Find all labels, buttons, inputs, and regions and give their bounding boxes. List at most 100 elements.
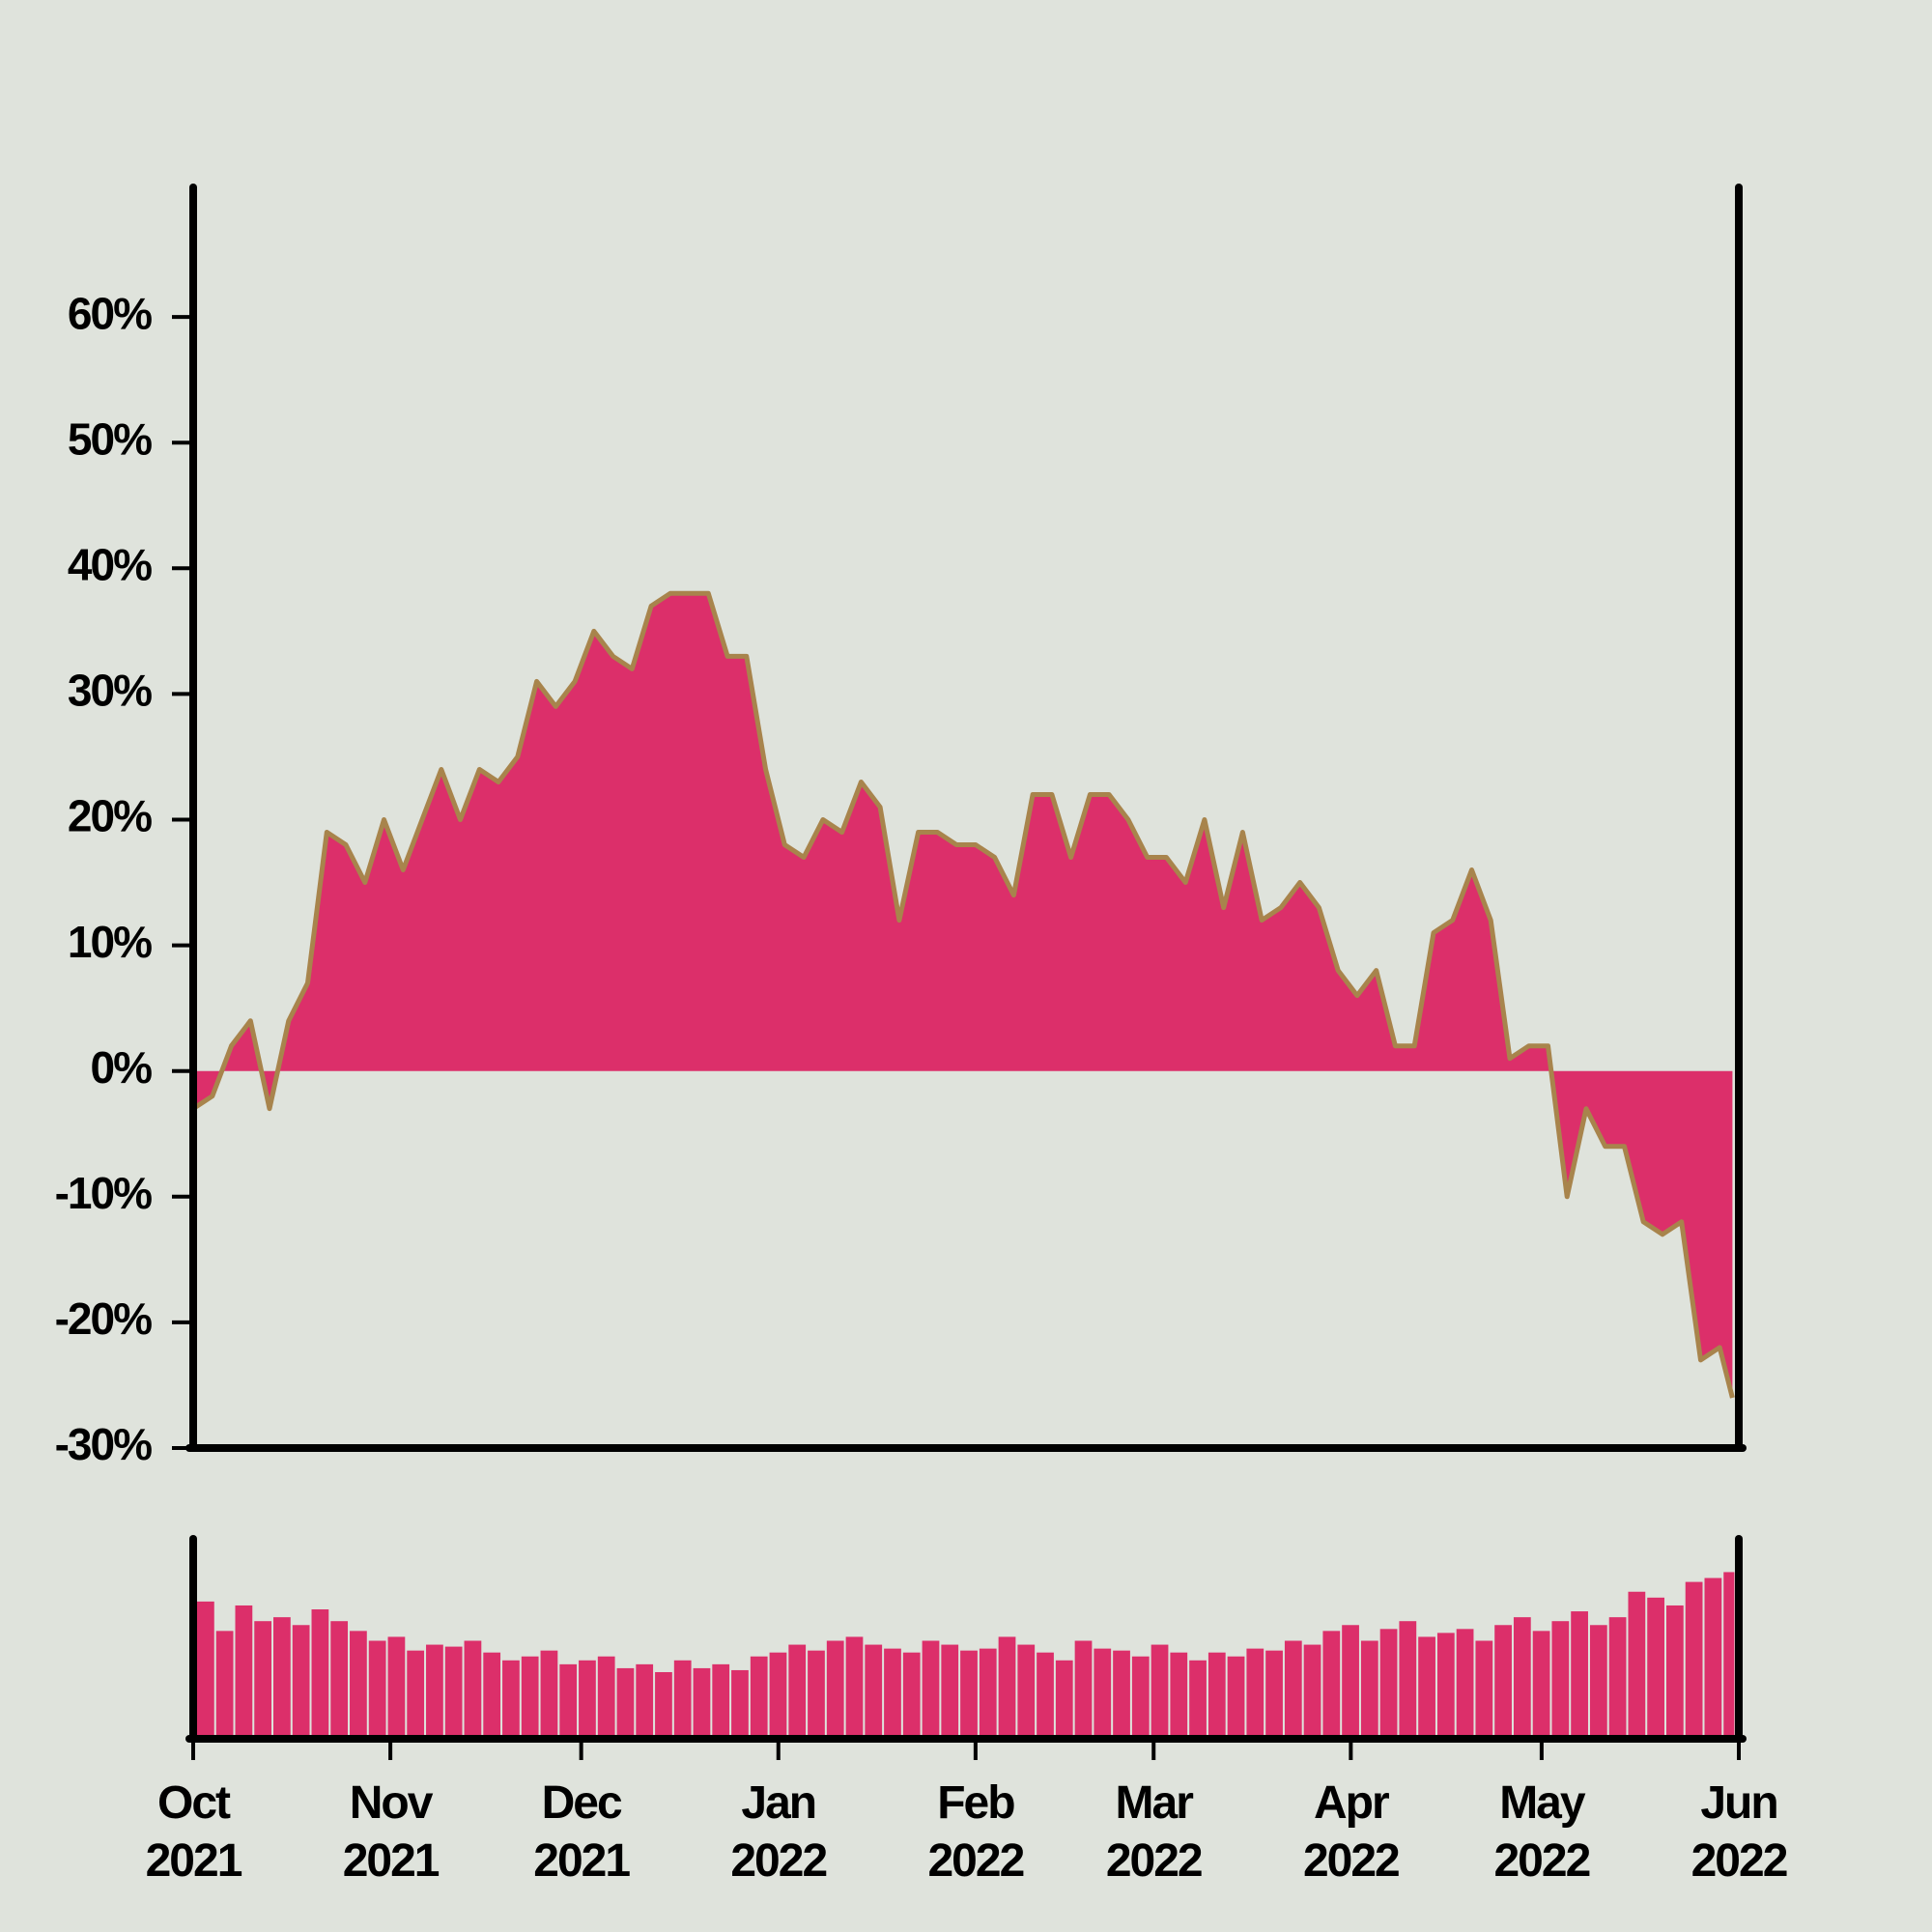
volume-bar: [979, 1648, 997, 1739]
volume-bar: [1170, 1652, 1188, 1739]
volume-bar: [845, 1636, 864, 1739]
volume-bar: [483, 1652, 501, 1739]
x-tick-label: Jun 2022: [1690, 1777, 1789, 1887]
volume-bar: [292, 1625, 310, 1739]
volume-bar: [540, 1650, 558, 1739]
y-tick-label: 10%: [68, 917, 152, 967]
volume-bar: [559, 1663, 578, 1739]
volume-bar: [1208, 1652, 1226, 1739]
volume-bar: [808, 1650, 825, 1739]
volume-bar: [1113, 1650, 1130, 1739]
volume-bar: [1628, 1591, 1646, 1739]
volume-bar: [1322, 1631, 1341, 1739]
volume-bar: [235, 1605, 253, 1739]
volume-bar: [254, 1621, 272, 1739]
volume-bar: [426, 1644, 443, 1739]
volume-bar: [502, 1660, 520, 1739]
volume-bar: [884, 1648, 901, 1739]
volume-bar: [902, 1652, 921, 1739]
volume-bar: [865, 1644, 883, 1739]
x-tick-label: Oct 2021: [145, 1777, 243, 1887]
volume-bar: [273, 1617, 291, 1739]
volume-bar: [1608, 1617, 1627, 1739]
volume-bar: [1589, 1625, 1607, 1739]
x-tick-label: Nov 2021: [342, 1777, 440, 1887]
y-tick-label: -10%: [55, 1168, 152, 1218]
volume-bar: [1685, 1581, 1703, 1739]
volume-bar: [311, 1609, 329, 1739]
volume-bar: [960, 1650, 978, 1739]
volume-bar: [197, 1601, 214, 1739]
x-tick-label: Jan 2022: [730, 1777, 828, 1887]
volume-bar: [1037, 1652, 1054, 1739]
volume-bar: [1246, 1648, 1264, 1739]
volume-bar: [1342, 1625, 1359, 1739]
volume-bar: [1665, 1605, 1684, 1739]
volume-bar: [693, 1667, 711, 1739]
volume-bar: [1513, 1617, 1531, 1739]
volume-bar: [1704, 1577, 1722, 1739]
volume-bar: [1131, 1656, 1150, 1739]
volume-bar: [330, 1621, 349, 1739]
volume-bar: [1551, 1621, 1570, 1739]
area-fill: [193, 593, 1733, 1398]
volume-bar: [1399, 1621, 1417, 1739]
volume-bar: [215, 1631, 234, 1739]
volume-bar: [636, 1663, 654, 1739]
volume-bar: [1284, 1640, 1302, 1739]
x-tick-label: Mar 2022: [1105, 1777, 1204, 1887]
y-tick-label: -20%: [55, 1293, 152, 1344]
volume-bar: [1055, 1660, 1073, 1739]
volume-bar: [712, 1663, 730, 1739]
volume-bar: [444, 1646, 463, 1739]
volume-bar: [579, 1660, 596, 1739]
volume-bar: [655, 1671, 672, 1739]
volume-bar: [788, 1644, 807, 1739]
volume-bar: [826, 1640, 844, 1739]
volume-bar: [1360, 1640, 1378, 1739]
volume-bar: [616, 1667, 635, 1739]
volume-bar: [1227, 1656, 1245, 1739]
volume-bar: [1571, 1611, 1588, 1739]
y-tick-label: 40%: [68, 539, 152, 589]
area-line: [191, 590, 1735, 1399]
y-tick-label: 20%: [68, 791, 152, 841]
y-tick-label: 0%: [91, 1042, 153, 1093]
volume-bar: [750, 1656, 768, 1739]
volume-bar: [1418, 1636, 1435, 1739]
volume-bar: [521, 1656, 539, 1739]
volume-bar: [731, 1669, 749, 1739]
volume-bar: [673, 1660, 692, 1739]
volume-bar: [350, 1631, 367, 1739]
volume-bar: [922, 1640, 940, 1739]
y-tick-label: 60%: [68, 288, 152, 338]
volume-bar: [387, 1636, 406, 1739]
volume-bar: [769, 1652, 787, 1739]
volume-bar: [1723, 1572, 1735, 1739]
y-tick-label: 50%: [68, 413, 152, 464]
volume-bar: [998, 1636, 1016, 1739]
volume-bar: [1532, 1631, 1550, 1739]
x-tick-label: Dec 2021: [533, 1777, 631, 1887]
volume-bar: [1647, 1597, 1664, 1739]
volume-bar: [1094, 1648, 1112, 1739]
volume-bar: [1379, 1629, 1398, 1739]
x-tick-label: May 2022: [1493, 1777, 1591, 1887]
x-tick-label: Feb 2022: [927, 1777, 1025, 1887]
volume-bar: [1475, 1640, 1493, 1739]
volume-bar: [1494, 1625, 1512, 1739]
volume-bar: [464, 1640, 482, 1739]
x-tick-label: Apr 2022: [1302, 1777, 1401, 1887]
y-tick-label: 30%: [68, 666, 152, 716]
volume-bar: [1303, 1644, 1321, 1739]
volume-bar: [407, 1650, 425, 1739]
volume-bar: [1189, 1660, 1207, 1739]
y-tick-label: -30%: [55, 1419, 152, 1469]
volume-bar: [1436, 1633, 1455, 1739]
volume-bar: [368, 1640, 386, 1739]
volume-bar: [941, 1644, 959, 1739]
volume-bar: [1151, 1644, 1169, 1739]
volume-bar: [597, 1656, 615, 1739]
